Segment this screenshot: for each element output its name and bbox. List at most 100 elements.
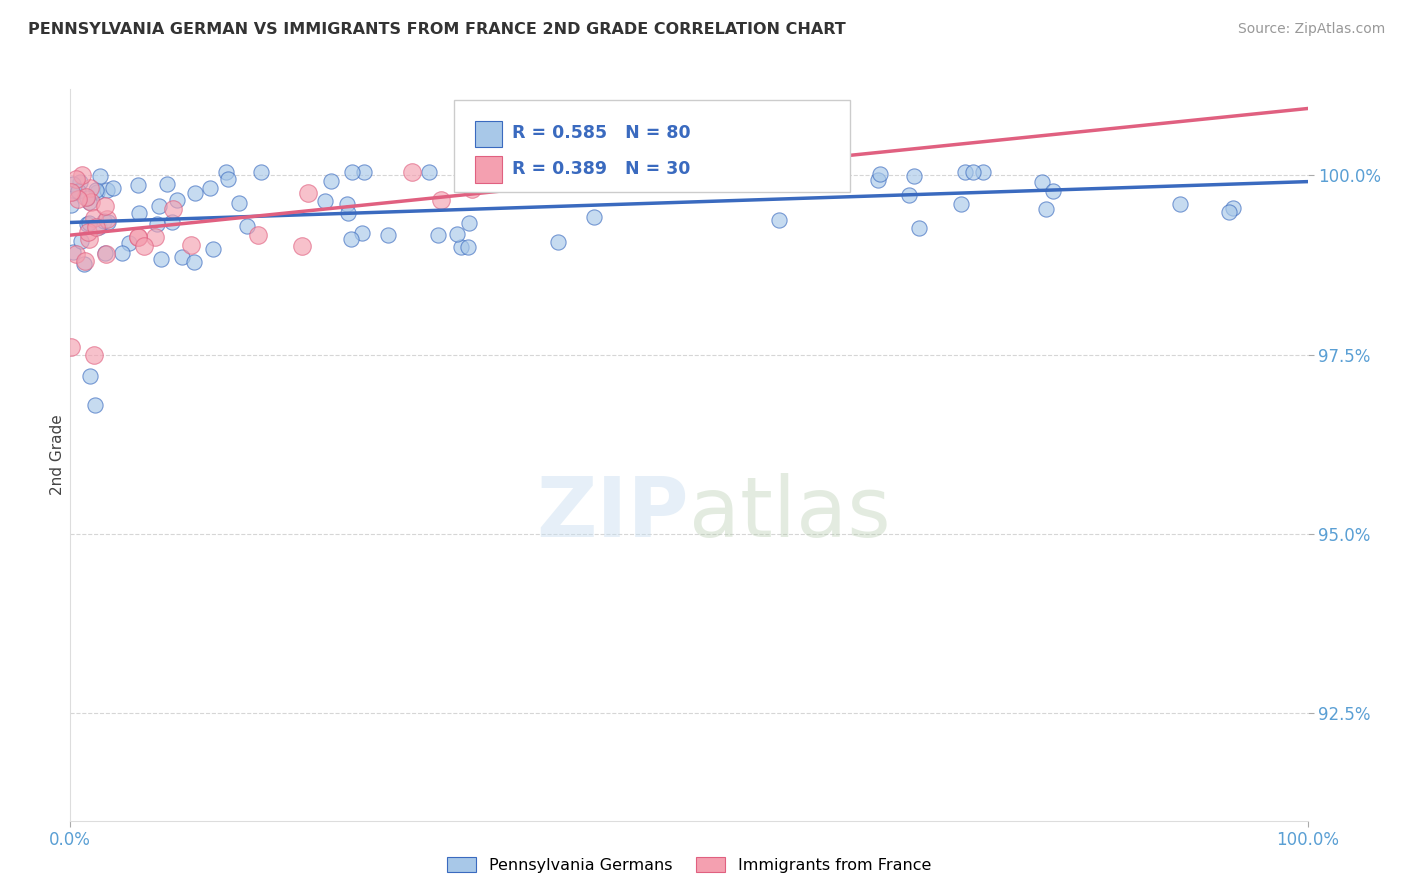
Point bbox=[458, 216, 481, 230]
Point bbox=[101, 181, 124, 195]
Point bbox=[1035, 202, 1057, 216]
Point bbox=[162, 202, 184, 217]
Point bbox=[75, 190, 97, 204]
Point bbox=[75, 253, 97, 268]
Point bbox=[1218, 205, 1240, 219]
Point bbox=[336, 197, 359, 211]
Point bbox=[70, 169, 93, 183]
Point bbox=[160, 215, 183, 229]
Point bbox=[201, 243, 224, 257]
Point bbox=[60, 197, 83, 211]
Point bbox=[908, 221, 931, 235]
Point bbox=[62, 177, 84, 191]
Point bbox=[117, 236, 139, 251]
Point bbox=[427, 227, 450, 242]
Point bbox=[377, 227, 399, 242]
Point bbox=[89, 219, 111, 234]
Point bbox=[418, 164, 440, 178]
Point bbox=[247, 227, 270, 242]
Text: R = 0.585   N = 80: R = 0.585 N = 80 bbox=[512, 124, 690, 142]
Y-axis label: 2nd Grade: 2nd Grade bbox=[49, 415, 65, 495]
Bar bbox=[475, 120, 502, 147]
Point bbox=[321, 174, 343, 188]
Text: R = 0.389   N = 30: R = 0.389 N = 30 bbox=[512, 160, 690, 178]
Bar bbox=[475, 156, 502, 183]
Point bbox=[69, 175, 91, 189]
Point bbox=[67, 184, 90, 198]
Point bbox=[217, 172, 239, 186]
Point bbox=[79, 181, 101, 195]
Point bbox=[903, 169, 925, 183]
Point bbox=[97, 215, 120, 229]
Point bbox=[127, 178, 149, 193]
Point bbox=[235, 219, 257, 233]
Point bbox=[110, 246, 132, 260]
Point bbox=[775, 164, 797, 178]
Point bbox=[962, 164, 984, 178]
Point bbox=[77, 195, 100, 210]
Point bbox=[450, 240, 472, 254]
Point bbox=[337, 206, 360, 220]
Point bbox=[1031, 175, 1053, 189]
Point bbox=[60, 185, 83, 199]
Text: atlas: atlas bbox=[689, 473, 890, 554]
Point bbox=[768, 212, 790, 227]
Point bbox=[461, 182, 484, 196]
Point bbox=[127, 229, 149, 244]
Point bbox=[96, 212, 118, 227]
Point bbox=[94, 245, 117, 260]
Point bbox=[127, 230, 149, 244]
Point bbox=[77, 225, 100, 239]
Point bbox=[446, 227, 468, 242]
Point bbox=[93, 199, 115, 213]
Point bbox=[146, 217, 169, 231]
Point bbox=[429, 193, 451, 207]
Point bbox=[83, 211, 105, 225]
Point bbox=[869, 167, 891, 181]
Point bbox=[79, 369, 101, 384]
Point bbox=[76, 218, 98, 232]
Point bbox=[83, 347, 105, 361]
Point bbox=[94, 247, 117, 261]
Point bbox=[84, 398, 107, 412]
Point bbox=[86, 185, 108, 199]
Point bbox=[180, 238, 202, 252]
Point bbox=[519, 164, 541, 178]
Point bbox=[1168, 197, 1191, 211]
Point bbox=[183, 186, 205, 200]
Text: PENNSYLVANIA GERMAN VS IMMIGRANTS FROM FRANCE 2ND GRADE CORRELATION CHART: PENNSYLVANIA GERMAN VS IMMIGRANTS FROM F… bbox=[28, 22, 846, 37]
Point bbox=[583, 210, 606, 224]
Point bbox=[73, 257, 96, 271]
Point bbox=[166, 193, 188, 207]
Point bbox=[84, 219, 107, 234]
Point bbox=[89, 169, 111, 184]
Point bbox=[291, 238, 314, 252]
Point bbox=[342, 164, 364, 178]
Point bbox=[297, 186, 319, 200]
Point bbox=[60, 340, 83, 354]
Point bbox=[77, 216, 100, 230]
Point bbox=[352, 226, 374, 240]
Point bbox=[183, 255, 205, 269]
Point bbox=[96, 183, 118, 197]
Point bbox=[80, 194, 103, 209]
Point bbox=[134, 238, 156, 252]
Point bbox=[972, 164, 994, 178]
Text: ZIP: ZIP bbox=[537, 473, 689, 554]
Point bbox=[228, 195, 250, 210]
Point bbox=[65, 247, 87, 261]
Point bbox=[79, 231, 101, 245]
Point bbox=[314, 194, 336, 208]
Point bbox=[93, 214, 115, 228]
Point bbox=[955, 164, 977, 178]
Point bbox=[84, 183, 107, 197]
Point bbox=[65, 171, 87, 186]
Point bbox=[150, 252, 173, 266]
Point bbox=[62, 245, 84, 260]
Point bbox=[401, 164, 423, 178]
Point bbox=[62, 186, 84, 200]
Point bbox=[353, 165, 375, 179]
Point bbox=[66, 192, 89, 206]
Point bbox=[128, 206, 150, 220]
Point bbox=[1042, 184, 1064, 198]
